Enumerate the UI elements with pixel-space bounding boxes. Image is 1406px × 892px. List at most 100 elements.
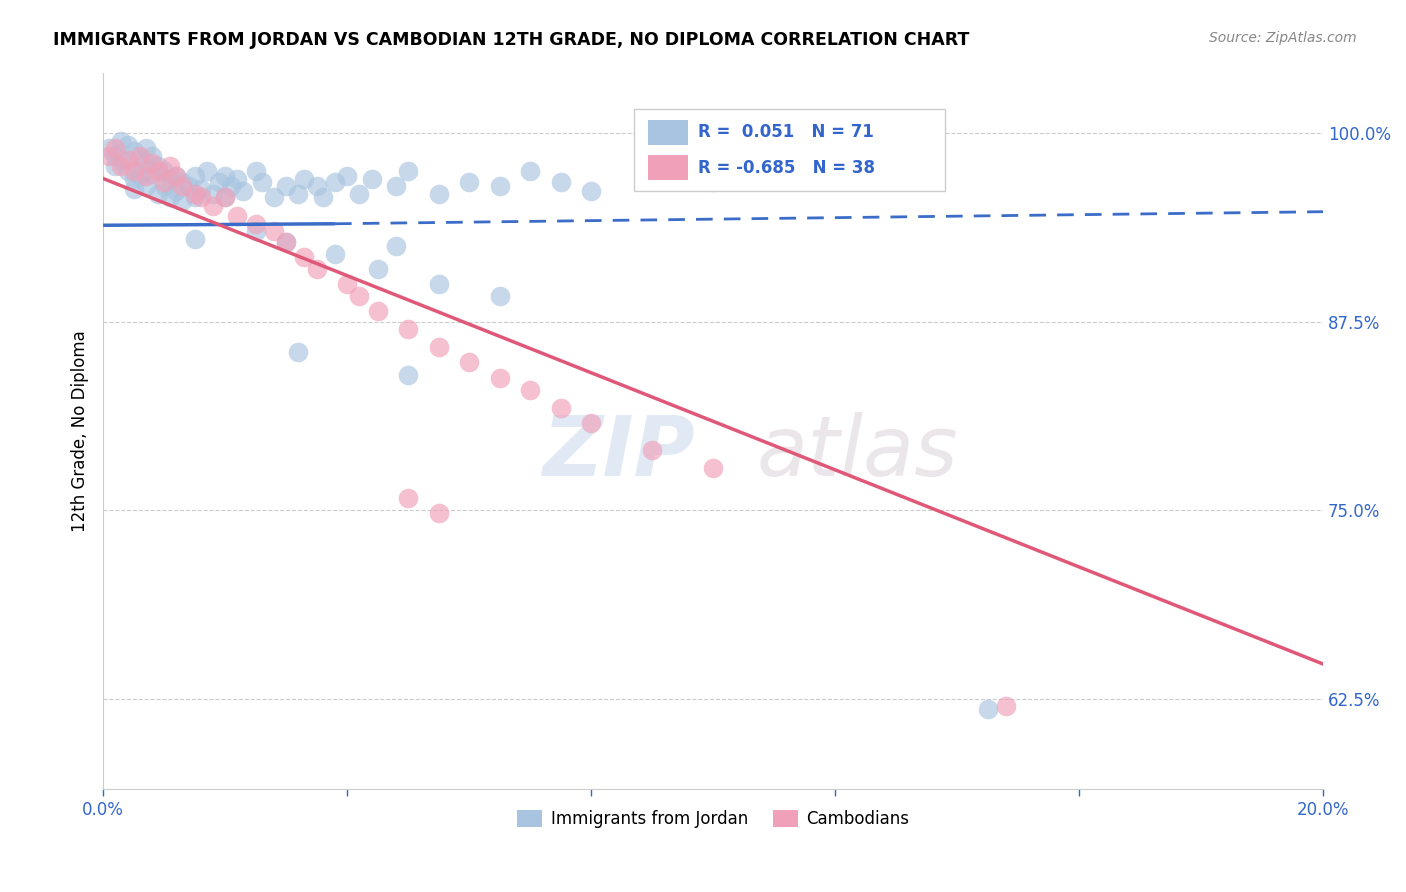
Point <box>349 289 371 303</box>
Text: ZIP: ZIP <box>543 412 695 493</box>
Point <box>104 160 127 174</box>
Point <box>135 179 157 194</box>
Point <box>110 134 132 148</box>
Point <box>183 169 205 183</box>
Point <box>396 322 419 336</box>
Point <box>201 186 224 201</box>
Point <box>385 239 408 253</box>
Point <box>190 189 212 203</box>
Point <box>117 138 139 153</box>
Point <box>276 235 298 249</box>
Point <box>263 224 285 238</box>
Bar <box>648 120 688 145</box>
Point <box>550 175 572 189</box>
Point <box>427 506 450 520</box>
Point <box>488 370 510 384</box>
Point <box>128 169 150 183</box>
Point <box>245 217 267 231</box>
Point <box>276 179 298 194</box>
Text: Source: ZipAtlas.com: Source: ZipAtlas.com <box>1209 31 1357 45</box>
Point <box>214 189 236 203</box>
Point <box>488 179 510 194</box>
Point <box>128 152 150 166</box>
Point <box>146 186 169 201</box>
Point <box>702 461 724 475</box>
Point <box>141 167 163 181</box>
Point <box>165 169 187 183</box>
Point <box>135 156 157 170</box>
Point <box>172 194 194 209</box>
Point <box>336 277 359 291</box>
Point <box>104 149 127 163</box>
Point <box>122 145 145 159</box>
Point <box>323 175 346 189</box>
Point <box>232 184 254 198</box>
Point <box>488 289 510 303</box>
Point <box>110 160 132 174</box>
Point <box>294 171 316 186</box>
Point <box>122 182 145 196</box>
FancyBboxPatch shape <box>634 109 945 191</box>
Point <box>117 164 139 178</box>
Point <box>153 175 176 189</box>
Point <box>226 209 249 223</box>
Point <box>323 247 346 261</box>
Point <box>276 235 298 249</box>
Point <box>349 186 371 201</box>
Point <box>201 199 224 213</box>
Point <box>305 179 328 194</box>
Point <box>519 164 541 178</box>
Point <box>579 416 602 430</box>
Point <box>172 179 194 194</box>
Point <box>367 304 389 318</box>
Point <box>294 250 316 264</box>
Point <box>458 175 481 189</box>
Point <box>159 160 181 174</box>
Point <box>579 184 602 198</box>
Point <box>312 189 335 203</box>
Point <box>122 171 145 186</box>
Point <box>427 340 450 354</box>
Point <box>287 345 309 359</box>
Point <box>214 169 236 183</box>
Point <box>641 169 664 183</box>
Point <box>104 141 127 155</box>
Point <box>159 189 181 203</box>
Point <box>519 383 541 397</box>
Point <box>183 232 205 246</box>
Point <box>385 179 408 194</box>
Point <box>360 171 382 186</box>
Point <box>458 355 481 369</box>
Point <box>336 169 359 183</box>
Text: atlas: atlas <box>756 412 959 493</box>
Point <box>183 189 205 203</box>
Point <box>141 156 163 170</box>
Point <box>976 702 998 716</box>
Point <box>250 175 273 189</box>
Point <box>641 442 664 457</box>
Point <box>177 179 200 194</box>
Point <box>219 179 242 194</box>
Point <box>396 164 419 178</box>
Text: IMMIGRANTS FROM JORDAN VS CAMBODIAN 12TH GRADE, NO DIPLOMA CORRELATION CHART: IMMIGRANTS FROM JORDAN VS CAMBODIAN 12TH… <box>53 31 970 49</box>
Point <box>427 186 450 201</box>
Point <box>195 164 218 178</box>
Point <box>305 262 328 277</box>
Bar <box>648 155 688 179</box>
Text: R = -0.685   N = 38: R = -0.685 N = 38 <box>699 159 876 177</box>
Point <box>146 164 169 178</box>
Point <box>165 184 187 198</box>
Point <box>190 182 212 196</box>
Point <box>367 262 389 277</box>
Point <box>165 169 187 183</box>
Point <box>263 189 285 203</box>
Point <box>122 164 145 178</box>
Point <box>245 164 267 178</box>
Point <box>172 175 194 189</box>
Point <box>396 491 419 506</box>
Point <box>214 189 236 203</box>
Point <box>994 699 1017 714</box>
Point <box>208 175 231 189</box>
Point <box>153 179 176 194</box>
Point <box>128 149 150 163</box>
